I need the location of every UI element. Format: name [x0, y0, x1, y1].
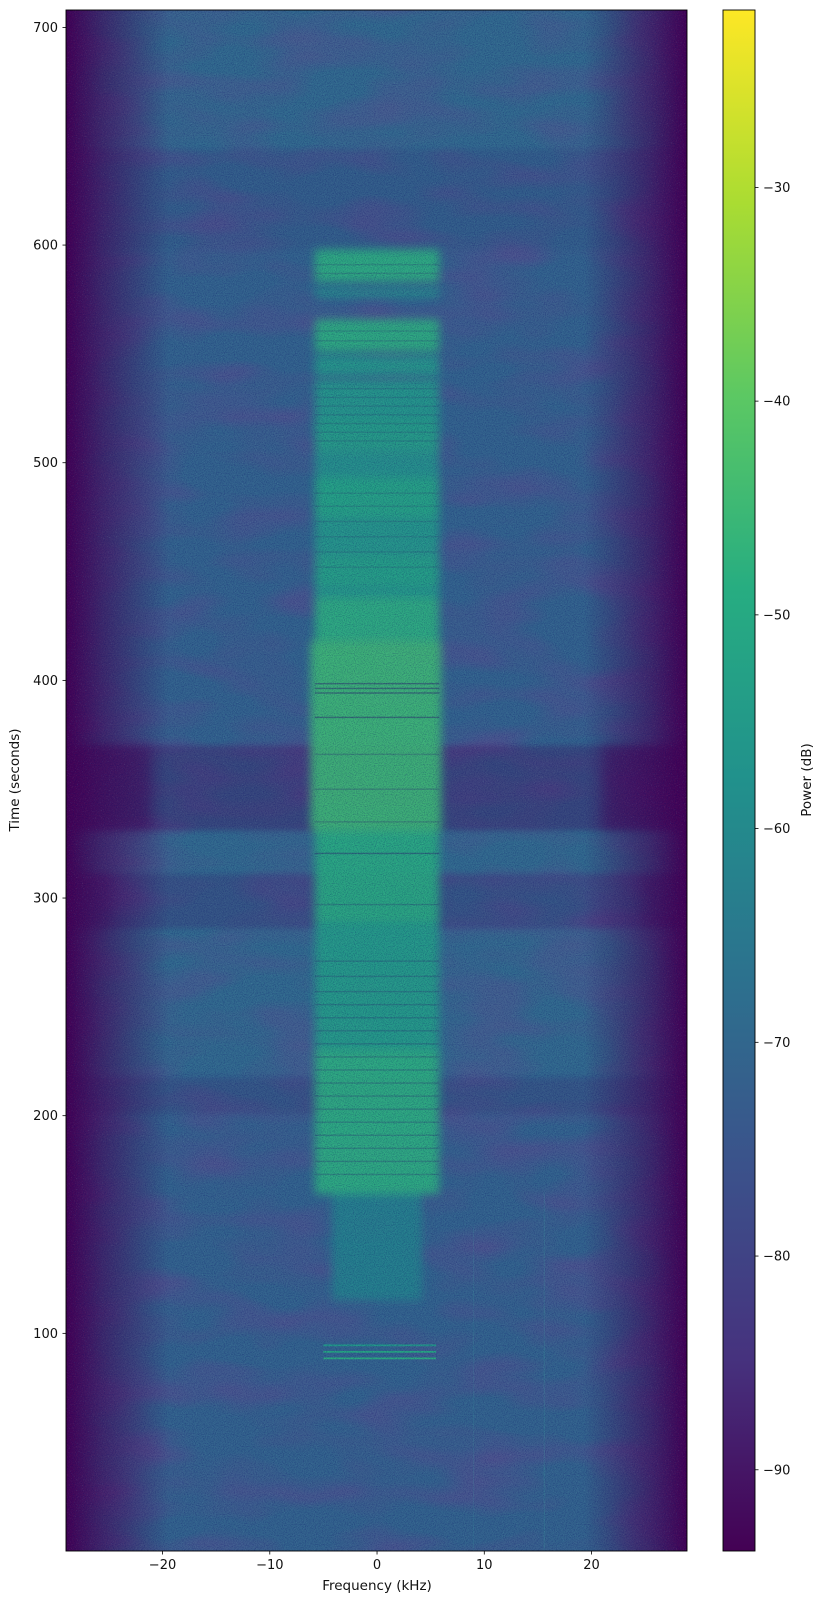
colorbar-tick-label: −30: [763, 181, 790, 196]
colorbar-tick-label: −50: [763, 608, 790, 623]
x-tick-label: 10: [476, 1558, 493, 1573]
x-axis: −20 −10 0 10 20: [149, 1551, 600, 1573]
heatmap-area: [66, 10, 687, 1551]
y-tick-label: 600: [33, 239, 58, 254]
colorbar-tick-label: −60: [763, 822, 790, 837]
x-tick-label: −10: [256, 1558, 283, 1573]
colorbar-tick-label: −40: [763, 395, 790, 410]
colorbar-gradient: [723, 10, 755, 1551]
colorbar-tick-label: −80: [763, 1250, 790, 1265]
colorbar-border: [722, 9, 756, 1552]
colorbar-tick-label: −90: [763, 1463, 790, 1478]
y-tick-label: 300: [33, 892, 58, 907]
heatmap-noise-light: [66, 10, 687, 1551]
y-tick-label: 100: [33, 1327, 58, 1342]
x-tick-label: 20: [583, 1558, 600, 1573]
x-axis-label: Frequency (kHz): [322, 1578, 432, 1594]
x-tick-label: −20: [149, 1558, 176, 1573]
colorbar-label: Power (dB): [799, 743, 815, 817]
plot-border: [65, 9, 688, 1552]
colorbar-tick-label: −70: [763, 1036, 790, 1051]
x-tick-label: 0: [373, 1558, 381, 1573]
y-tick-label: 700: [33, 21, 58, 36]
y-tick-label: 500: [33, 456, 58, 471]
y-axis: 700 600 500 400 300 200 100: [33, 21, 66, 1342]
colorbar: −30 −40 −50 −60 −70 −80 −90: [722, 9, 790, 1552]
y-tick-label: 200: [33, 1109, 58, 1124]
y-axis-label: Time (seconds): [7, 728, 23, 832]
y-tick-label: 400: [33, 674, 58, 689]
